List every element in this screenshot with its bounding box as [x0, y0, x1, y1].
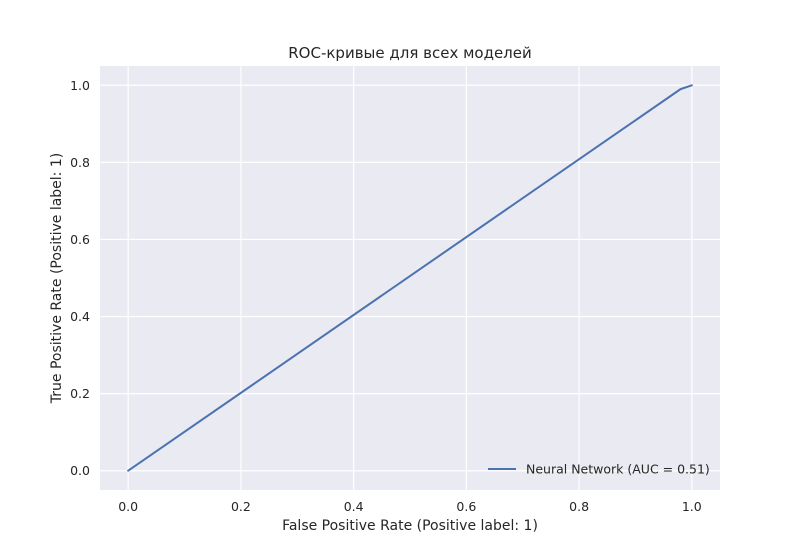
roc-curve-line: [127, 84, 693, 472]
y-tick-label: 0.6: [70, 232, 90, 247]
tick-labels: 0.0 0.2 0.4 0.6 0.8 1.0 0.0 0.2 0.4 0.6 0.8 1.0: [70, 78, 702, 514]
x-tick-label: 1.0: [682, 499, 702, 514]
y-tick-label: 1.0: [70, 78, 90, 93]
grid-lines: [100, 66, 720, 490]
legend-label: Neural Network (AUC = 0.51): [526, 462, 710, 477]
y-tick-label: 0.8: [70, 155, 90, 170]
x-tick-label: 0.4: [344, 499, 364, 514]
x-tick-label: 0.0: [118, 499, 138, 514]
x-axis-label: False Positive Rate (Positive label: 1): [282, 518, 538, 534]
x-tick-label: 0.6: [456, 499, 476, 514]
x-tick-label: 0.2: [231, 499, 251, 514]
y-axis-label: True Positive Rate (Positive label: 1): [49, 153, 65, 404]
y-tick-label: 0.0: [70, 463, 90, 478]
series-layer: [127, 84, 693, 472]
y-tick-label: 0.2: [70, 386, 90, 401]
chart-title: ROC-кривые для всех моделей: [288, 44, 532, 62]
legend: Neural Network (AUC = 0.51): [488, 462, 710, 477]
x-tick-label: 0.8: [569, 499, 589, 514]
y-tick-label: 0.4: [70, 309, 90, 324]
